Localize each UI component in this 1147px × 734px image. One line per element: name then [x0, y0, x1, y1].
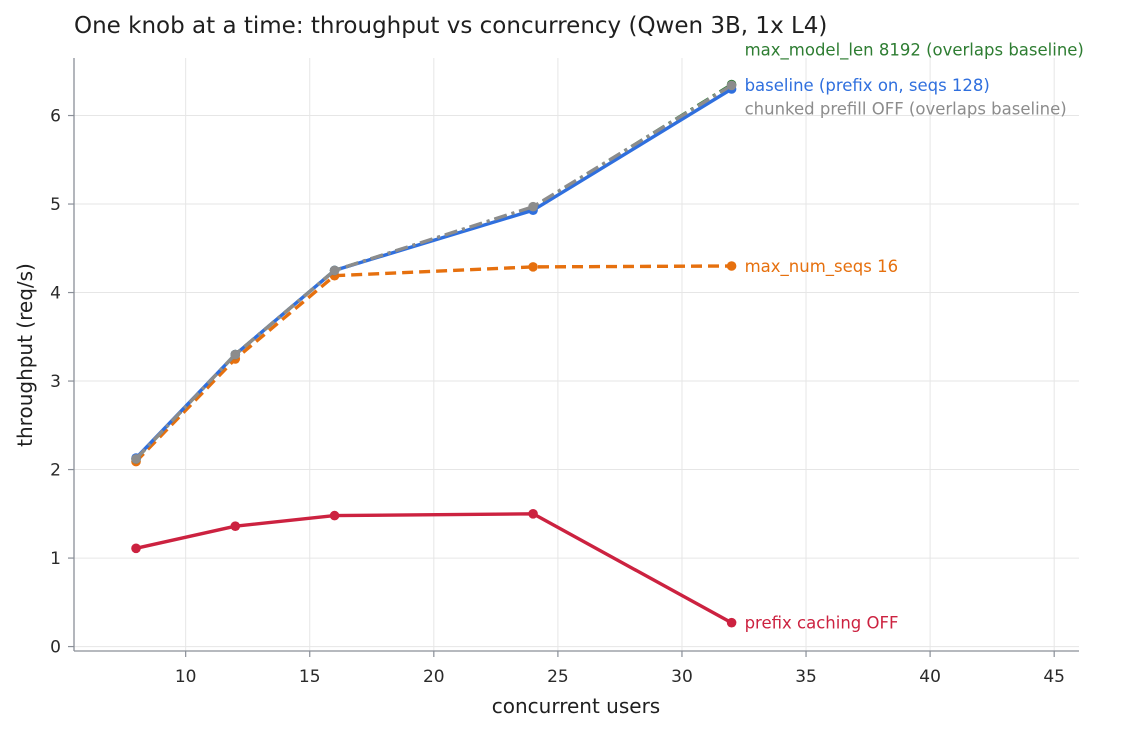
y-tick-label: 4: [50, 284, 61, 304]
series-label: prefix caching OFF: [745, 614, 899, 633]
y-tick-label: 2: [50, 461, 61, 481]
axes-spines: [73, 58, 1079, 652]
series-chunked-prefill-off-overlaps-baseline: [131, 80, 737, 464]
x-tick-label: 35: [795, 667, 817, 687]
series-labels: max_model_len 8192 (overlaps baseline) ba…: [745, 41, 1084, 633]
data-point: [528, 201, 538, 212]
data-point: [329, 510, 340, 521]
series-label: baseline (prefix on, seqs 128): [745, 76, 990, 95]
series-prefix-caching-off: [131, 509, 737, 628]
data-point: [726, 80, 737, 91]
data-point: [329, 265, 340, 276]
data-point: [131, 454, 141, 464]
x-tick-label: 30: [671, 667, 693, 687]
x-tick-label: 45: [1043, 667, 1065, 687]
chart-title: One knob at a time: throughput vs concur…: [74, 13, 827, 39]
y-axis-ticks: 0 1 2 3 4 5 6: [50, 107, 74, 658]
series-line: [134, 83, 733, 461]
data-point: [528, 509, 538, 519]
series-lines: [131, 79, 737, 628]
data-point: [230, 349, 241, 360]
x-tick-label: 15: [299, 667, 321, 687]
y-tick-label: 0: [50, 638, 61, 658]
x-axis-label: concurrent users: [492, 694, 660, 718]
data-point: [726, 261, 737, 271]
series-label: max_num_seqs 16: [745, 257, 899, 277]
x-axis-ticks: 10 15 20 25 30 35 40 45: [175, 651, 1065, 687]
y-tick-label: 1: [50, 549, 61, 569]
data-point: [230, 521, 241, 532]
x-tick-label: 25: [547, 667, 569, 687]
series-label: max_model_len 8192 (overlaps baseline): [745, 41, 1084, 61]
series-label: chunked prefill OFF (overlaps baseline): [745, 99, 1067, 118]
data-point: [726, 617, 737, 628]
data-point: [528, 262, 538, 272]
gridlines: [74, 58, 1079, 651]
x-tick-label: 10: [175, 667, 197, 687]
y-tick-label: 6: [50, 107, 61, 127]
y-axis-label: throughput (req/s): [13, 263, 37, 447]
y-tick-label: 5: [50, 195, 61, 215]
x-tick-label: 40: [919, 667, 941, 687]
y-tick-label: 3: [50, 372, 61, 392]
data-point: [131, 543, 141, 554]
x-tick-label: 20: [423, 667, 445, 687]
